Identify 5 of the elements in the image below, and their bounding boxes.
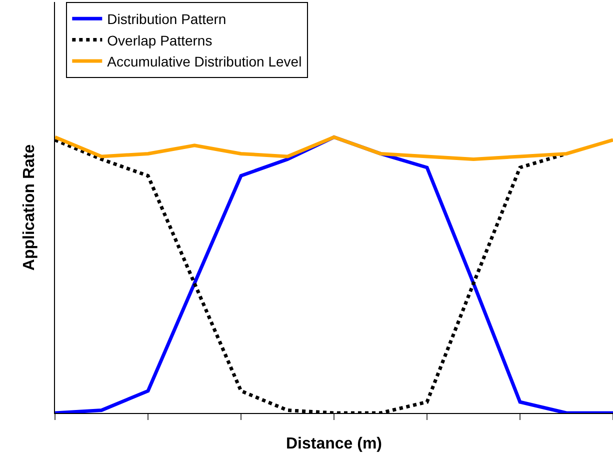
legend-label: Overlap Patterns — [107, 32, 212, 48]
x-axis-title: Distance (m) — [286, 436, 382, 452]
legend-label: Accumulative Distribution Level — [107, 53, 302, 70]
y-axis-title: Application Rate — [20, 144, 38, 271]
legend-label: Distribution Pattern — [107, 11, 226, 28]
